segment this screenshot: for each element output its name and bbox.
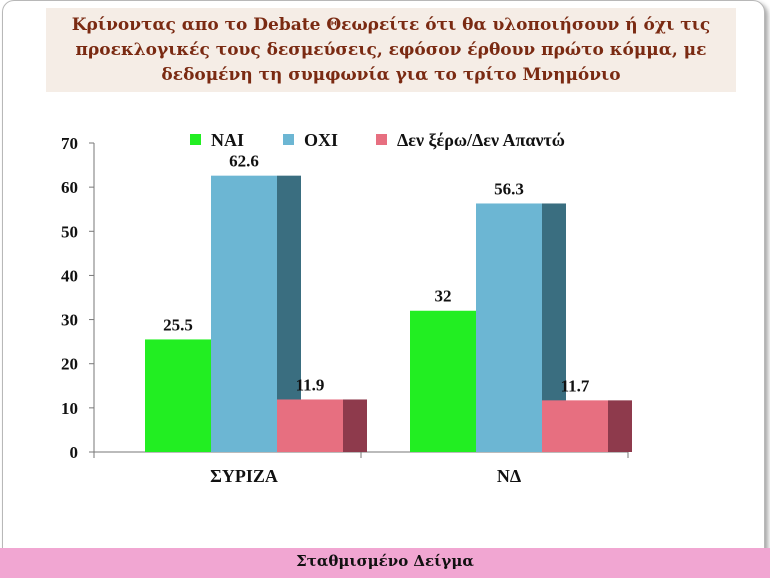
legend-swatch [190,134,201,145]
bar [145,339,211,452]
data-label: 11.9 [296,375,325,394]
y-tick-label: 40 [61,266,78,285]
bar-side [343,399,367,452]
legend-swatch [283,134,294,145]
y-tick-label: 20 [61,355,78,374]
data-label: 11.7 [561,376,590,395]
legend-label: ΟΧΙ [304,130,338,150]
slide-frame [2,0,765,570]
x-category-label: ΝΔ [497,466,521,486]
legend-label: Δεν ξέρω/Δεν Απαντώ [397,130,565,151]
chart-legend: ΝΑΙ ΟΧΙ Δεν ξέρω/Δεν Απαντώ [190,130,565,151]
legend-swatch [376,134,387,145]
data-label: 25.5 [163,315,193,334]
data-label: 56.3 [494,179,524,198]
bar [542,400,608,452]
bar [476,203,542,452]
footer-sample-note: Σταθμισμένο Δείγμα [0,548,770,578]
title-box: Κρίνοντας απο το Debate Θεωρείτε ότι θα … [46,8,736,92]
y-tick-label: 70 [61,134,78,153]
x-category-label: ΣΥΡΙΖΑ [210,466,278,486]
y-tick-label: 60 [61,178,78,197]
chart-title: Κρίνοντας απο το Debate Θεωρείτε ότι θα … [71,14,711,85]
y-tick-label: 10 [61,399,78,418]
bar-side [608,400,632,452]
bar [277,399,343,452]
legend-label: ΝΑΙ [211,130,244,150]
y-tick-label: 30 [61,311,78,330]
chart-bars: 25.5 62.6 11.9 32 56.3 11.7 [145,152,632,452]
bar [410,310,476,452]
y-tick-label: 50 [61,222,78,241]
bar [211,175,277,452]
data-label: 32 [435,287,452,306]
y-tick-label: 0 [70,443,79,462]
data-label: 62.6 [229,152,259,171]
